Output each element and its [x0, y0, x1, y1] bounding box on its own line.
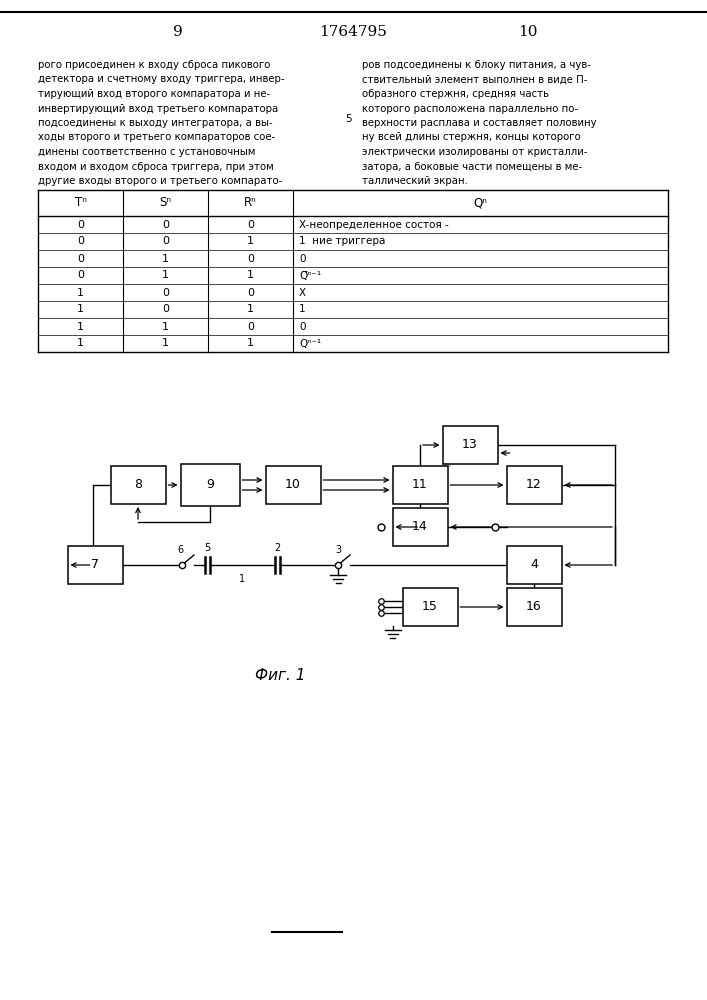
Text: 12: 12	[526, 479, 542, 491]
Bar	[266, 466, 320, 504]
Text: 0: 0	[162, 236, 169, 246]
Text: верхности расплава и составляет половину: верхности расплава и составляет половину	[362, 118, 597, 128]
Text: Qⁿ: Qⁿ	[474, 196, 488, 210]
Text: Qⁿ⁻¹: Qⁿ⁻¹	[299, 338, 321, 349]
Text: 0: 0	[162, 304, 169, 314]
Bar	[110, 466, 165, 504]
Text: 1: 1	[299, 304, 305, 314]
Text: ну всей длины стержня, концы которого: ну всей длины стержня, концы которого	[362, 132, 580, 142]
Text: ходы второго и третьего компараторов сое-: ходы второго и третьего компараторов сое…	[38, 132, 275, 142]
Text: 8: 8	[134, 479, 142, 491]
Text: X-неопределенное состоя -: X-неопределенное состоя -	[299, 220, 449, 230]
Text: образного стержня, средняя часть: образного стержня, средняя часть	[362, 89, 549, 99]
Text: 1: 1	[162, 270, 169, 280]
Text: тирующий вход второго компаратора и не-: тирующий вход второго компаратора и не-	[38, 89, 270, 99]
Text: ров подсоединены к блоку питания, а чув-: ров подсоединены к блоку питания, а чув-	[362, 60, 591, 70]
Text: 0: 0	[247, 288, 254, 298]
Text: 0: 0	[77, 270, 84, 280]
Text: 9: 9	[173, 25, 183, 39]
Text: другие входы второго и третьего компарато-: другие входы второго и третьего компарат…	[38, 176, 282, 186]
Text: 1: 1	[77, 322, 84, 332]
Text: 14: 14	[412, 520, 428, 534]
Text: Sⁿ: Sⁿ	[160, 196, 172, 210]
Bar	[402, 588, 457, 626]
Text: 7: 7	[91, 558, 99, 572]
Bar	[440, 464, 450, 466]
Bar	[180, 464, 240, 506]
Text: Фиг. 1: Фиг. 1	[255, 668, 305, 682]
Bar	[392, 466, 448, 504]
Text: 1: 1	[162, 253, 169, 263]
Text: 1  ние триггера: 1 ние триггера	[299, 236, 385, 246]
Text: Rⁿ: Rⁿ	[244, 196, 257, 210]
Text: детектора и счетному входу триггера, инвер-: детектора и счетному входу триггера, инв…	[38, 75, 284, 85]
Text: 0: 0	[77, 236, 84, 246]
Text: 5: 5	[345, 114, 351, 124]
Bar	[506, 466, 561, 504]
Text: 0: 0	[247, 253, 254, 263]
Text: инвертирующий вход третьего компаратора: инвертирующий вход третьего компаратора	[38, 104, 279, 113]
Text: 13: 13	[462, 438, 478, 452]
Text: которого расположена параллельно по-: которого расположена параллельно по-	[362, 104, 578, 113]
Bar	[506, 546, 561, 584]
Text: динены соответственно с установочным: динены соответственно с установочным	[38, 147, 255, 157]
Text: 1: 1	[77, 338, 84, 349]
Text: 1: 1	[162, 322, 169, 332]
Text: X: X	[299, 288, 306, 298]
Text: 10: 10	[285, 479, 301, 491]
Text: 0: 0	[247, 322, 254, 332]
Text: таллический экран.: таллический экран.	[362, 176, 468, 186]
Text: 3: 3	[335, 545, 341, 555]
Text: входом и входом сброса триггера, при этом: входом и входом сброса триггера, при это…	[38, 161, 274, 172]
Text: электрически изолированы от кристалли-: электрически изолированы от кристалли-	[362, 147, 588, 157]
Bar	[392, 508, 448, 546]
Text: 1: 1	[247, 338, 254, 349]
Text: 1: 1	[77, 304, 84, 314]
Text: затора, а боковые части помещены в ме-: затора, а боковые части помещены в ме-	[362, 161, 582, 172]
Text: 11: 11	[412, 479, 428, 491]
Text: 1: 1	[162, 338, 169, 349]
Text: 0: 0	[162, 220, 169, 230]
Text: 5: 5	[204, 543, 211, 553]
Text: 15: 15	[422, 600, 438, 613]
Text: 1: 1	[77, 288, 84, 298]
Text: 0: 0	[77, 253, 84, 263]
Text: 0: 0	[162, 288, 169, 298]
Text: 1: 1	[247, 304, 254, 314]
Text: рого присоединен к входу сброса пикового: рого присоединен к входу сброса пикового	[38, 60, 270, 70]
Text: ствительный элемент выполнен в виде П-: ствительный элемент выполнен в виде П-	[362, 75, 588, 85]
Text: 0: 0	[247, 220, 254, 230]
Bar	[67, 546, 122, 584]
Text: 9: 9	[206, 479, 214, 491]
Text: 6: 6	[177, 545, 183, 555]
Text: 0: 0	[77, 220, 84, 230]
Text: подсоединены к выходу интегратора, а вы-: подсоединены к выходу интегратора, а вы-	[38, 118, 273, 128]
Text: 16: 16	[526, 600, 542, 613]
Text: 1: 1	[240, 574, 245, 584]
Text: 0: 0	[299, 253, 305, 263]
Bar	[443, 426, 498, 464]
Text: Tⁿ: Tⁿ	[74, 196, 86, 210]
Text: 10: 10	[518, 25, 538, 39]
Text: 1: 1	[247, 236, 254, 246]
Bar	[506, 588, 561, 626]
Text: 2: 2	[274, 543, 281, 553]
Text: 1: 1	[247, 270, 254, 280]
Text: 1764795: 1764795	[319, 25, 387, 39]
Text: 4: 4	[530, 558, 538, 572]
Text: 0: 0	[299, 322, 305, 332]
Text: Q̅ⁿ⁻¹: Q̅ⁿ⁻¹	[299, 270, 321, 280]
